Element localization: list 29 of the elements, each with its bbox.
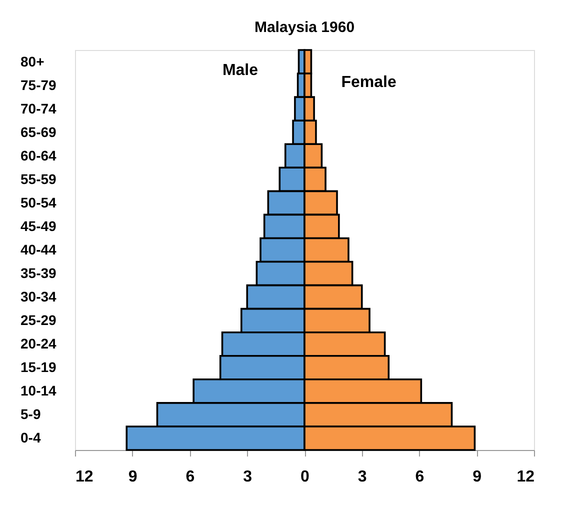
chart-title: Malaysia 1960 <box>254 19 355 36</box>
y-tick-label: 80+ <box>20 53 44 70</box>
x-tick-label: 3 <box>358 468 367 486</box>
y-tick-label: 20-24 <box>20 336 57 352</box>
x-tick-label: 3 <box>243 468 252 486</box>
x-tick-label: 6 <box>415 468 424 486</box>
text: Male <box>222 62 258 79</box>
y-tick-label: 65-69 <box>20 124 57 140</box>
x-tick-label: 12 <box>76 468 94 486</box>
x-tick-label: 9 <box>472 468 482 486</box>
x-tick-label: 6 <box>186 468 195 486</box>
y-tick-label: 10-14 <box>20 382 57 399</box>
y-tick-label: 45-49 <box>20 218 57 234</box>
series-label: Female <box>341 74 396 91</box>
x-tick-label: 9 <box>128 468 138 486</box>
y-tick-label: 70-74 <box>20 100 57 116</box>
y-tick-label: 35-39 <box>20 265 57 282</box>
y-tick-label: 50-54 <box>20 194 57 210</box>
y-tick-label: 30-34 <box>20 288 57 305</box>
y-tick-label: 0-4 <box>20 430 41 446</box>
x-tick-label: 0 <box>300 468 310 486</box>
y-tick-label: 5-9 <box>20 406 41 422</box>
y-tick-label: 55-59 <box>20 170 57 187</box>
y-tick-label: 75-79 <box>20 76 57 93</box>
y-tick-label: 25-29 <box>20 312 57 328</box>
x-tick-label: 12 <box>516 468 535 486</box>
y-tick-label: 60-64 <box>20 147 57 164</box>
y-tick-label: 40-44 <box>20 242 57 258</box>
y-tick-label: 15-19 <box>20 359 57 376</box>
